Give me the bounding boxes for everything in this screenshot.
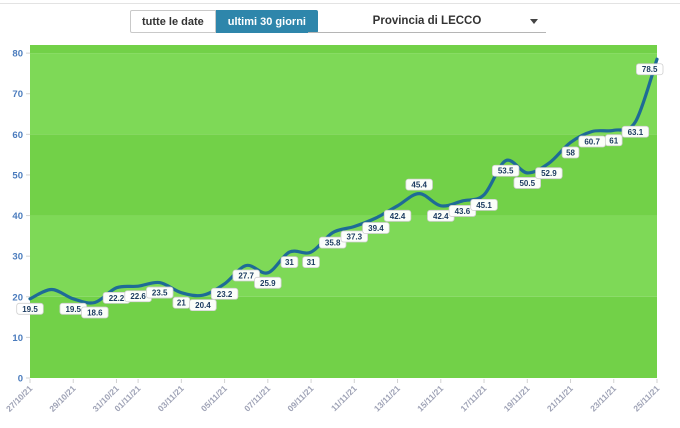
y-axis-label: 20 <box>12 292 23 303</box>
point-label: 61 <box>609 136 618 145</box>
data-line <box>28 57 659 305</box>
point-label-pill <box>491 164 520 177</box>
point-label-pill <box>513 177 541 189</box>
point-label: 18.6 <box>87 308 103 317</box>
y-axis-label: 80 <box>12 49 23 60</box>
plot-band <box>30 53 657 135</box>
point-label-pill <box>189 299 217 312</box>
point-label: 42.4 <box>390 212 406 221</box>
point-label: 35.8 <box>325 239 341 248</box>
point-label-pill <box>210 287 239 300</box>
top-divider <box>0 3 680 4</box>
x-axis-label: 21/11/21 <box>545 383 575 413</box>
point-label: 58 <box>566 148 575 157</box>
point-label: 43.6 <box>455 207 471 216</box>
point-label: 31 <box>307 258 316 267</box>
x-axis-label: 27/10/21 <box>4 383 35 414</box>
x-axis-label: 05/11/21 <box>199 383 229 413</box>
chevron-down-icon <box>530 19 538 24</box>
x-axis-label: 19/11/21 <box>502 383 532 413</box>
point-label: 42.4 <box>433 212 449 221</box>
point-label: 39.4 <box>368 224 384 233</box>
point-label-pill <box>621 125 650 138</box>
province-dropdown-value: Provincia di LECCO <box>372 14 482 27</box>
point-label-pill <box>81 306 109 319</box>
plot-band <box>30 134 657 216</box>
point-label-pill <box>636 63 664 76</box>
point-label-pill <box>280 256 299 269</box>
point-label: 22.2 <box>109 294 125 303</box>
point-label: 45.1 <box>476 201 492 210</box>
x-axis-label: 17/11/21 <box>458 383 488 413</box>
x-axis-label: 25/11/21 <box>631 383 661 413</box>
point-label: 31 <box>285 258 294 267</box>
point-label-pill <box>604 134 623 147</box>
y-axis-label: 50 <box>12 170 23 181</box>
x-axis-label: 09/11/21 <box>285 383 315 413</box>
plot-band <box>30 296 657 378</box>
x-axis-label: 15/11/21 <box>415 383 445 413</box>
point-label-pill <box>146 286 174 299</box>
line-chart: 0 10 20 30 40 50 60 70 80 27/10/21 29/10/21 31/10/2… <box>0 40 680 428</box>
point-label: 78.5 <box>642 65 658 74</box>
y-axis-label: 60 <box>12 130 23 141</box>
toolbar: tutte le date ultimi 30 giorni Provincia… <box>0 0 680 40</box>
point-label: 23.5 <box>152 289 168 298</box>
point-label-pill <box>16 302 44 315</box>
point-label-pill <box>535 167 563 180</box>
point-label: 19.5 <box>22 305 38 314</box>
point-label: 50.5 <box>519 179 535 188</box>
point-label: 25.9 <box>260 279 276 288</box>
x-axis-label: 29/10/21 <box>47 383 78 414</box>
point-label: 21 <box>177 299 186 308</box>
x-axis-label: 07/11/21 <box>242 383 272 413</box>
point-label-pill <box>470 198 498 211</box>
date-range-filter: tutte le date ultimi 30 giorni <box>130 10 318 33</box>
point-label: 53.5 <box>498 167 514 176</box>
filter-last-30-days-button[interactable]: ultimi 30 giorni <box>215 10 318 33</box>
y-axis-label: 70 <box>12 89 23 100</box>
filter-all-dates-button[interactable]: tutte le date <box>130 10 216 33</box>
x-axis-label: 13/11/21 <box>372 383 402 413</box>
point-label: 20.4 <box>195 301 211 310</box>
plot-band <box>30 45 657 54</box>
point-label: 63.1 <box>628 128 644 137</box>
point-label: 37.3 <box>347 233 363 242</box>
x-axis-label: 11/11/21 <box>329 383 359 413</box>
point-label: 19.5 <box>65 305 81 314</box>
y-axis-label: 30 <box>12 252 23 263</box>
point-label-pill <box>318 236 347 249</box>
point-label-pill <box>340 230 369 243</box>
y-axis-label: 0 <box>18 374 23 385</box>
point-label-pill <box>448 205 477 217</box>
x-axis-label: 23/11/21 <box>588 383 618 413</box>
point-label: 23.2 <box>217 290 233 299</box>
point-label-pill <box>362 222 390 234</box>
y-axis-label: 10 <box>12 333 23 344</box>
point-label-pill <box>405 178 433 191</box>
y-axis-label: 40 <box>12 211 23 222</box>
province-dropdown[interactable]: Provincia di LECCO <box>308 9 546 33</box>
point-label: 22.6 <box>130 292 146 301</box>
point-label-pill <box>232 269 260 282</box>
point-label-pill <box>561 146 580 159</box>
point-label-pill <box>302 256 320 269</box>
point-label-pill <box>383 209 412 222</box>
point-label-pill <box>254 276 282 289</box>
point-label: 27.7 <box>238 272 254 281</box>
point-label: 60.7 <box>584 137 600 146</box>
point-label: 45.4 <box>411 181 427 190</box>
x-axis-label: 03/11/21 <box>156 383 186 413</box>
point-label: 52.9 <box>541 169 557 178</box>
